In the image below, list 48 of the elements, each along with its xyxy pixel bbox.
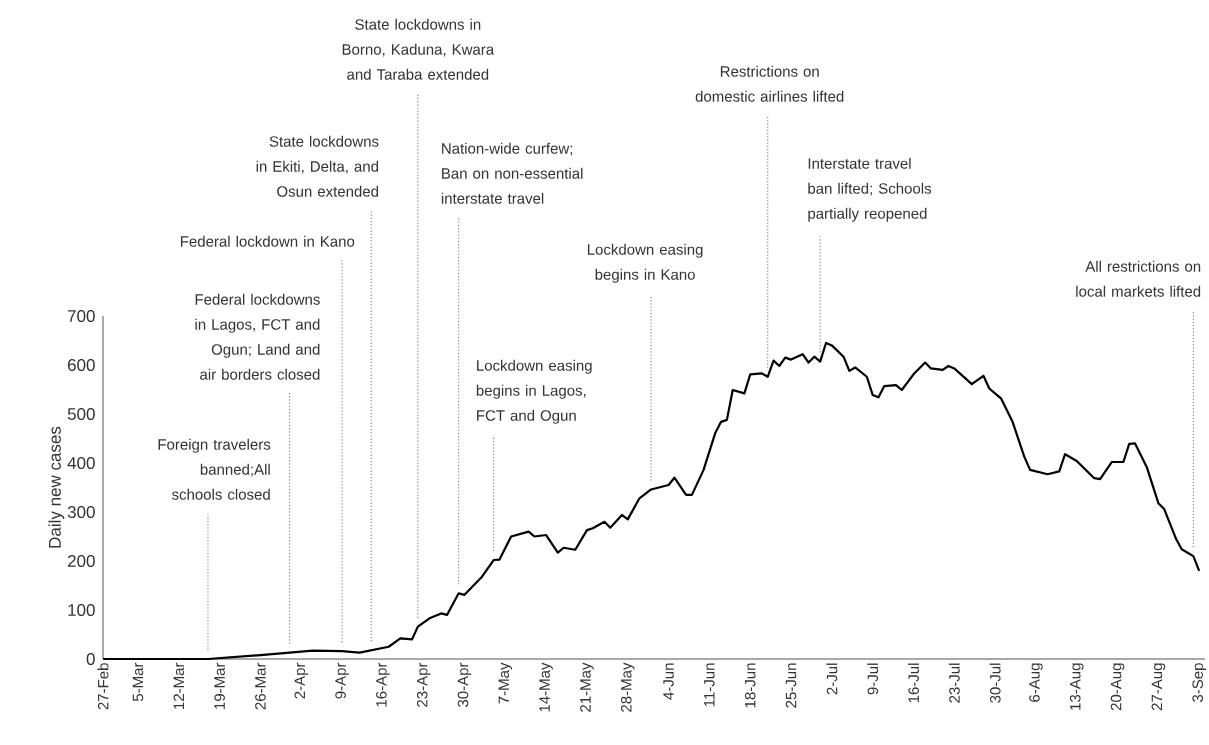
x-tick-label: 11-Jun [704, 663, 715, 707]
x-tick-label: 18-Jun [744, 663, 756, 708]
ref-line-label: Federal lockdowns in Lagos, FCT and Ogun; Land and air borders closed [195, 293, 320, 380]
x-tick-label: 27-Aug [1151, 663, 1166, 711]
x-tick-label: 13-Aug [1069, 663, 1084, 710]
x-tick-label: 5-Mar [132, 662, 144, 702]
x-tick-label: 21-May [580, 662, 594, 712]
x-tick-label: 30-Apr [457, 662, 472, 707]
x-tick-label: 4-Jun [663, 663, 674, 700]
ref-line-label: Lockdown easing begins in Lagos, FCT and Ogun [476, 359, 592, 424]
x-tick-label: 30-Jul [989, 663, 1001, 703]
x-tick-label: 20-Aug [1110, 663, 1125, 711]
x-tick-label: 2-Jul [826, 663, 838, 695]
x-tick-label: 12-Mar [173, 662, 185, 709]
y-tick-label: 300 [67, 505, 95, 519]
x-tick-label: 16-Jul [907, 663, 919, 703]
x-tick-label: 26-Mar [255, 662, 266, 710]
y-tick-label: 500 [67, 407, 95, 421]
x-tick-label: 9-Jul [867, 663, 879, 695]
x-tick-label: 3-Sep [1192, 663, 1206, 702]
y-tick-label: 600 [67, 358, 95, 372]
x-tick-label: 2-Apr [294, 662, 309, 699]
ref-line-label: Foreign travelers banned;All schools closed [158, 438, 271, 500]
x-tick-label: 16-Apr [376, 662, 390, 707]
ref-line-label: All restrictions on local markets lifted [1076, 260, 1201, 297]
y-tick-label: 0 [86, 652, 95, 666]
x-tick-label: 27-Feb [97, 663, 109, 710]
y-tick-label: 700 [67, 309, 95, 323]
x-tick-label: 28-May [620, 662, 635, 712]
y-tick-label: 100 [68, 603, 95, 617]
x-tick-label: 23-Apr [416, 662, 431, 707]
ref-line-label: Nation-wide curfew; Ban on non-essential interstate travel [441, 142, 583, 204]
x-tick-label: 14-May [539, 662, 553, 712]
ref-line-label: State lockdowns in Borno, Kaduna, Kwara and Taraba extended [342, 18, 495, 80]
x-tick-label: 9-Apr [335, 662, 349, 699]
x-tick-label: 7-May [498, 662, 513, 704]
y-tick-label: 400 [67, 456, 95, 470]
ref-line-label: State lockdowns in Ekiti, Delta, and Osun extended [256, 135, 379, 197]
y-axis-title: Daily new cases [48, 426, 65, 548]
x-tick-label: 25-Jun [785, 663, 797, 708]
ref-line-label: Federal lockdown in Kano [180, 235, 355, 247]
x-tick-label: 19-Mar [214, 662, 225, 709]
ref-line-label: Interstate travel ban lifted; Schools partially reopened [808, 157, 932, 222]
x-tick-label: 23-Jul [948, 663, 960, 703]
y-tick-label: 200 [67, 554, 95, 568]
x-tick-label: 6-Aug [1029, 663, 1043, 702]
ref-line-label: Restrictions on domestic airlines lifted [695, 65, 844, 102]
ref-line-label: Lockdown easing begins in Kano [587, 243, 703, 283]
